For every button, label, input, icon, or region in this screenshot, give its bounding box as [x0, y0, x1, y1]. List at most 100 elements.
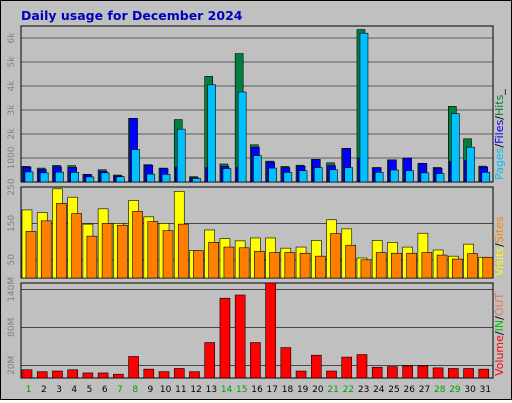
bar-volume-day-15 [234, 294, 246, 379]
x-tick-label-day-14: 14 [221, 385, 233, 395]
bar-pages-day-16 [253, 155, 262, 183]
x-tick-label-day-13: 13 [206, 385, 217, 395]
legend-entry: / [493, 316, 506, 320]
bar-volume-day-25 [387, 366, 398, 379]
bar-sites-day-22 [345, 244, 357, 279]
legend-entry: IN [493, 320, 506, 331]
bar-volume-day-27 [417, 365, 429, 379]
bar-pages-day-24 [374, 172, 384, 183]
bar-volume-day-14 [219, 297, 231, 379]
chart-title: Daily usage for December 2024 [21, 8, 243, 23]
bar-sites-day-4 [71, 213, 82, 279]
bar-sites-day-6 [101, 223, 113, 279]
x-tick-label-day-31: 31 [480, 385, 491, 395]
x-tick-label-day-26: 26 [404, 385, 416, 395]
y-tick-label: 2k [7, 128, 17, 140]
x-tick-label-day-17: 17 [266, 385, 277, 395]
bar-pages-day-20 [313, 167, 323, 183]
x-tick-label-day-23: 23 [358, 385, 369, 395]
bar-volume-day-19 [295, 370, 307, 379]
bar-volume-day-7 [113, 373, 124, 379]
bar-pages-day-28 [435, 173, 445, 183]
legend-entry: / [493, 243, 506, 247]
y-tick-label: 6k [7, 32, 17, 44]
x-tick-label-day-28: 28 [434, 385, 446, 395]
bar-sites-day-12 [193, 250, 204, 279]
bar-pages-day-14 [222, 168, 232, 183]
bar-sites-day-14 [223, 246, 235, 279]
bar-sites-day-29 [452, 258, 463, 279]
bar-volume-day-2 [36, 371, 48, 379]
y-tick-label: 50 [7, 254, 17, 266]
bar-pages-day-4 [70, 172, 79, 183]
bar-volume-day-4 [67, 369, 78, 379]
legend-entry: Visits [493, 247, 506, 276]
x-tick-label-day-10: 10 [160, 385, 172, 395]
bar-volume-day-26 [402, 365, 413, 379]
y-tick-label: 1000 [7, 146, 17, 169]
x-tick-label-day-7: 7 [117, 385, 123, 395]
x-tick-label-day-24: 24 [373, 385, 385, 395]
bar-volume-day-23 [356, 354, 368, 379]
bar-pages-day-5 [85, 176, 95, 183]
bar-pages-day-12 [192, 178, 201, 183]
bar-pages-day-10 [161, 174, 171, 183]
bar-volume-day-6 [97, 372, 109, 379]
x-tick-label-day-15: 15 [236, 385, 247, 395]
legend-visits-sites: Visits/Sites [493, 216, 506, 276]
y-tick-label: 80M [7, 318, 17, 337]
bar-pages-day-1 [24, 171, 34, 183]
bar-sites-day-27 [421, 252, 433, 279]
x-tick-label-day-25: 25 [388, 385, 399, 395]
legend-volume-in-out: Volume/IN/OUT [493, 292, 506, 376]
bar-sites-day-25 [391, 252, 402, 279]
bar-volume-day-28 [432, 367, 444, 379]
bar-volume-day-3 [52, 370, 63, 379]
x-tick-label-day-30: 30 [464, 385, 476, 395]
bar-sites-day-16 [254, 251, 265, 279]
bar-sites-day-30 [467, 253, 478, 279]
x-tick-label-day-9: 9 [148, 385, 154, 395]
y-tick-label: 5k [7, 56, 17, 68]
legend-entry: Hits [493, 94, 506, 116]
bar-volume-day-16 [250, 342, 261, 379]
bar-pages-day-13 [207, 84, 217, 183]
x-tick-label-day-29: 29 [449, 385, 461, 395]
bar-pages-day-2 [39, 172, 49, 183]
bar-pages-day-26 [405, 170, 414, 183]
x-tick-label-day-21: 21 [327, 385, 338, 395]
x-tick-label-day-18: 18 [282, 385, 294, 395]
x-tick-label-day-11: 11 [175, 385, 186, 395]
legend-entry: OUT [493, 292, 506, 316]
bar-sites-day-3 [56, 203, 67, 279]
legend-entry: / [493, 331, 506, 335]
bar-volume-day-1 [21, 369, 33, 379]
bar-pages-day-19 [298, 170, 308, 183]
bar-sites-day-18 [284, 252, 296, 279]
bar-pages-day-18 [283, 172, 293, 183]
bar-volume-day-21 [326, 370, 337, 379]
bar-sites-day-7 [117, 224, 128, 279]
bar-sites-day-28 [436, 254, 448, 279]
bar-pages-day-25 [390, 169, 399, 183]
x-tick-label-day-2: 2 [41, 385, 47, 395]
bar-sites-day-20 [314, 255, 326, 279]
bar-sites-day-31 [482, 256, 494, 279]
bar-pages-day-6 [100, 172, 110, 183]
bar-pages-day-11 [176, 128, 186, 183]
bar-pages-day-17 [268, 167, 277, 183]
bar-volume-day-12 [189, 371, 200, 379]
x-tick-label-day-3: 3 [56, 385, 62, 395]
bar-sites-day-17 [269, 252, 280, 279]
bar-pages-day-22 [344, 167, 354, 183]
bar-sites-day-15 [238, 247, 250, 279]
bar-sites-day-24 [375, 252, 387, 279]
bar-pages-day-30 [466, 146, 475, 183]
legend-entry: Pages [493, 147, 506, 180]
legend-entry: / [493, 144, 506, 148]
legend-entry: / [493, 116, 506, 120]
bar-sites-day-10 [162, 230, 174, 279]
x-tick-label-day-6: 6 [102, 385, 108, 395]
